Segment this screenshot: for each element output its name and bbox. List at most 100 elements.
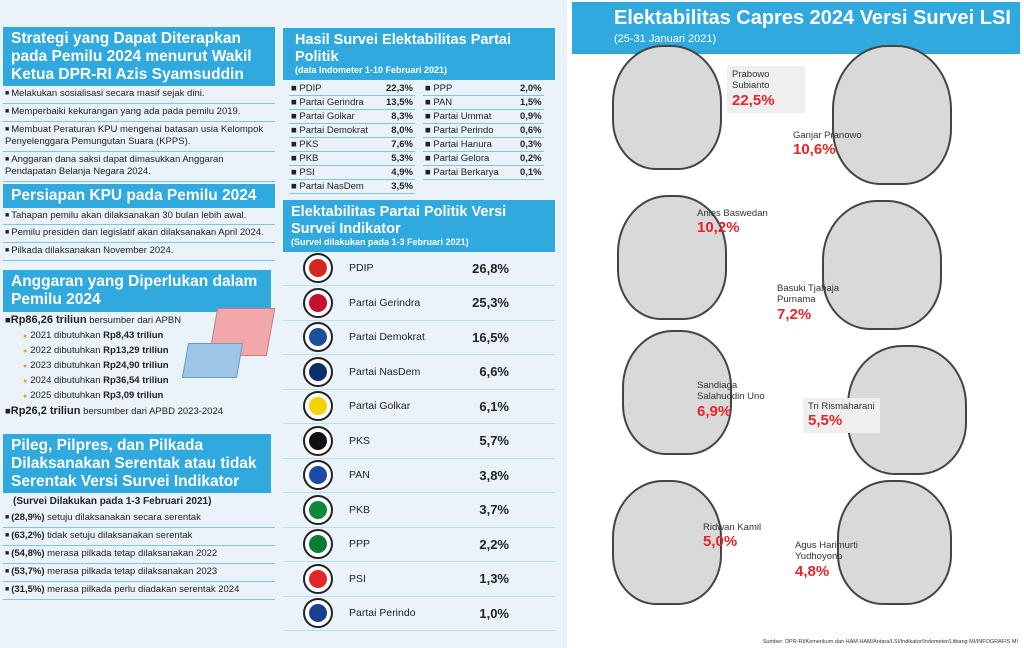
candidate-portrait — [822, 200, 942, 330]
party-pct: 6,6% — [479, 364, 509, 380]
party-pct: 16,5% — [472, 329, 509, 345]
party-pct: 0,6% — [517, 123, 544, 138]
table-row: ■ PPP 2,0% — [422, 81, 544, 96]
party-name: ■ Partai Berkarya — [422, 165, 518, 180]
party-name: PPP — [349, 538, 371, 551]
party-name: ■ PPP — [422, 81, 518, 96]
table-row: ■ Partai Gerindra 13,5% — [289, 95, 415, 110]
candidate-pct: 4,8% — [795, 562, 830, 580]
party-pct: 5,3% — [384, 151, 415, 166]
indikator-section: Elektabilitas Partai Politik Versi Surve… — [283, 200, 555, 632]
candidate-name: Sandiaga Salahuddin Uno — [697, 380, 765, 403]
party-name: ■ Partai Perindo — [422, 123, 518, 138]
party-name: Partai NasDem — [349, 365, 421, 378]
party-row: PKB 3,7% — [283, 493, 555, 528]
party-row: Partai Perindo 1,0% — [283, 597, 555, 632]
party-pct: 22,3% — [384, 81, 415, 96]
serentak-section: Pileg, Pilpres, dan Pilkada Dilaksanakan… — [3, 434, 275, 600]
lsi-title: Elektabilitas Capres 2024 Versi Survei L… — [614, 7, 1011, 29]
indikator-header: Elektabilitas Partai Politik Versi Surve… — [283, 200, 555, 252]
indikator-list: PDIP 26,8% Partai Gerindra 25,3% Partai Demo… — [283, 252, 555, 632]
candidate-pct: 7,2% — [777, 305, 812, 323]
list-item: (63,2%) tidak setuju dilaksanakan serent… — [3, 528, 275, 547]
party-pct: 2,0% — [517, 81, 544, 96]
table-row: ■ Partai Perindo 0,6% — [422, 123, 544, 138]
apbn-amount: Rp86,26 triliun — [10, 313, 87, 326]
anggaran-section: Anggaran yang Diperlukan dalam Pemilu 20… — [3, 270, 276, 419]
table-row: ■ PDIP 22,3% — [289, 81, 415, 96]
candidate-portrait — [832, 45, 952, 185]
table-row: ■ PKS 7,6% — [289, 137, 415, 152]
indometer-header: Hasil Survei Elektabilitas Partai Politi… — [283, 28, 555, 80]
table-row: ■ Partai NasDem 3,5% — [289, 179, 415, 194]
party-name: ■ PKB — [289, 151, 384, 166]
party-name: PKB — [349, 503, 371, 516]
party-pct: 6,1% — [479, 398, 509, 414]
candidate-pct: 22,5% — [732, 91, 775, 109]
party-pct: 8,3% — [384, 109, 415, 124]
party-row: PDIP 26,8% — [283, 252, 555, 287]
apbn-line: ■Rp86,26 triliun bersumber dari APBN — [5, 313, 182, 326]
candidate-card: Ridwan Kamil 5,0% — [703, 522, 761, 551]
party-row: PAN 3,8% — [283, 459, 555, 494]
party-name: Partai Gerindra — [349, 296, 421, 309]
source-note: Sumber: DPR-RI/Kemenkum dan HAM HAM/Anta… — [762, 639, 1018, 645]
serentak-title: Pileg, Pilpres, dan Pilkada Dilaksanakan… — [3, 434, 271, 494]
candidate-portrait — [622, 330, 732, 455]
party-name: ■ Partai Gerindra — [289, 95, 384, 110]
candidate-portrait — [847, 345, 967, 475]
list-item: (53,7%) merasa pilkada tetap dilaksanaka… — [3, 564, 275, 582]
party-pct: 5,7% — [479, 433, 509, 449]
party-name: ■ Partai Hanura — [422, 137, 518, 152]
indometer-table-left: ■ PDIP 22,3% ■ Partai Gerindra 13,5% ■ Parta… — [289, 81, 415, 194]
table-row: ■ Partai Hanura 0,3% — [422, 137, 544, 152]
strategi-title: Strategi yang Dapat Diterapkan pada Pemi… — [3, 27, 275, 87]
table-row: ■ PSI 4,9% — [289, 165, 415, 180]
candidate-card: Anies Baswedan 10,2% — [697, 208, 768, 237]
party-name: ■ PAN — [422, 95, 518, 110]
list-item: Membuat Peraturan KPU mengenai batasan u… — [3, 122, 275, 152]
candidate-name: Agus Harimurti Yudhoyono — [795, 540, 858, 563]
party-row: PSI 1,3% — [283, 562, 555, 597]
party-row: Partai Demokrat 16,5% — [283, 321, 555, 356]
persiapan-title: Persiapan KPU pada Pemilu 2024 — [3, 183, 275, 208]
table-row: ■ Partai Ummat 0,9% — [422, 109, 544, 124]
candidate-portrait — [837, 480, 952, 605]
party-pct: 0,2% — [517, 151, 544, 166]
year-item: 2024 dibutuhkan Rp36,54 triliun — [3, 373, 275, 388]
party-logo-icon — [303, 287, 333, 318]
party-logo-icon — [303, 391, 333, 422]
year-item: 2021 dibutuhkan Rp8,43 triliun — [3, 328, 275, 343]
list-item: Tahapan pemilu akan dilaksanakan 30 bula… — [3, 208, 275, 226]
party-pct: 3,7% — [479, 502, 509, 518]
indometer-title: Hasil Survei Elektabilitas Partai Politi… — [295, 32, 511, 65]
party-name: ■ PSI — [289, 165, 384, 180]
party-name: ■ Partai Demokrat — [289, 123, 384, 138]
party-logo-icon — [303, 563, 333, 594]
list-item: (31,5%) merasa pilkada perlu diadakan se… — [3, 582, 275, 600]
party-pct: 3,8% — [479, 467, 509, 483]
candidate-pct: 5,0% — [703, 533, 738, 551]
party-name: ■ PKS — [289, 137, 384, 152]
candidate-name: Prabowo Subianto — [732, 69, 770, 92]
party-logo-icon — [303, 460, 333, 491]
party-logo-icon — [303, 253, 333, 284]
lsi-subtitle: (25-31 Januari 2021) — [614, 33, 717, 45]
candidate-card: Sandiaga Salahuddin Uno 6,9% — [697, 380, 775, 421]
candidate-name: Basuki Tjahaja Purnama — [777, 283, 840, 306]
year-item: 2023 dibutuhkan Rp24,90 triliun — [3, 358, 275, 373]
lsi-header: Elektabilitas Capres 2024 Versi Survei L… — [572, 2, 1020, 54]
party-name: ■ Partai NasDem — [289, 179, 384, 194]
party-pct: 25,3% — [472, 295, 509, 311]
list-item: Melakukan sosialisasi secara masif sejak… — [3, 86, 275, 105]
party-name: PSI — [349, 572, 366, 585]
party-pct: 0,3% — [517, 137, 544, 152]
table-row: ■ Partai Gelora 0,2% — [422, 151, 544, 166]
indometer-subtitle: (data Indometer 1-10 Februari 2021) — [295, 65, 448, 76]
table-row: ■ Partai Berkarya 0,1% — [422, 165, 544, 180]
lsi-panel: Elektabilitas Capres 2024 Versi Survei L… — [567, 0, 1024, 648]
party-pct: 13,5% — [384, 95, 415, 110]
party-logo-icon — [303, 322, 333, 353]
party-pct: 2,2% — [479, 536, 509, 552]
list-item: Pilkada dilaksanakan November 2024. — [3, 243, 275, 262]
